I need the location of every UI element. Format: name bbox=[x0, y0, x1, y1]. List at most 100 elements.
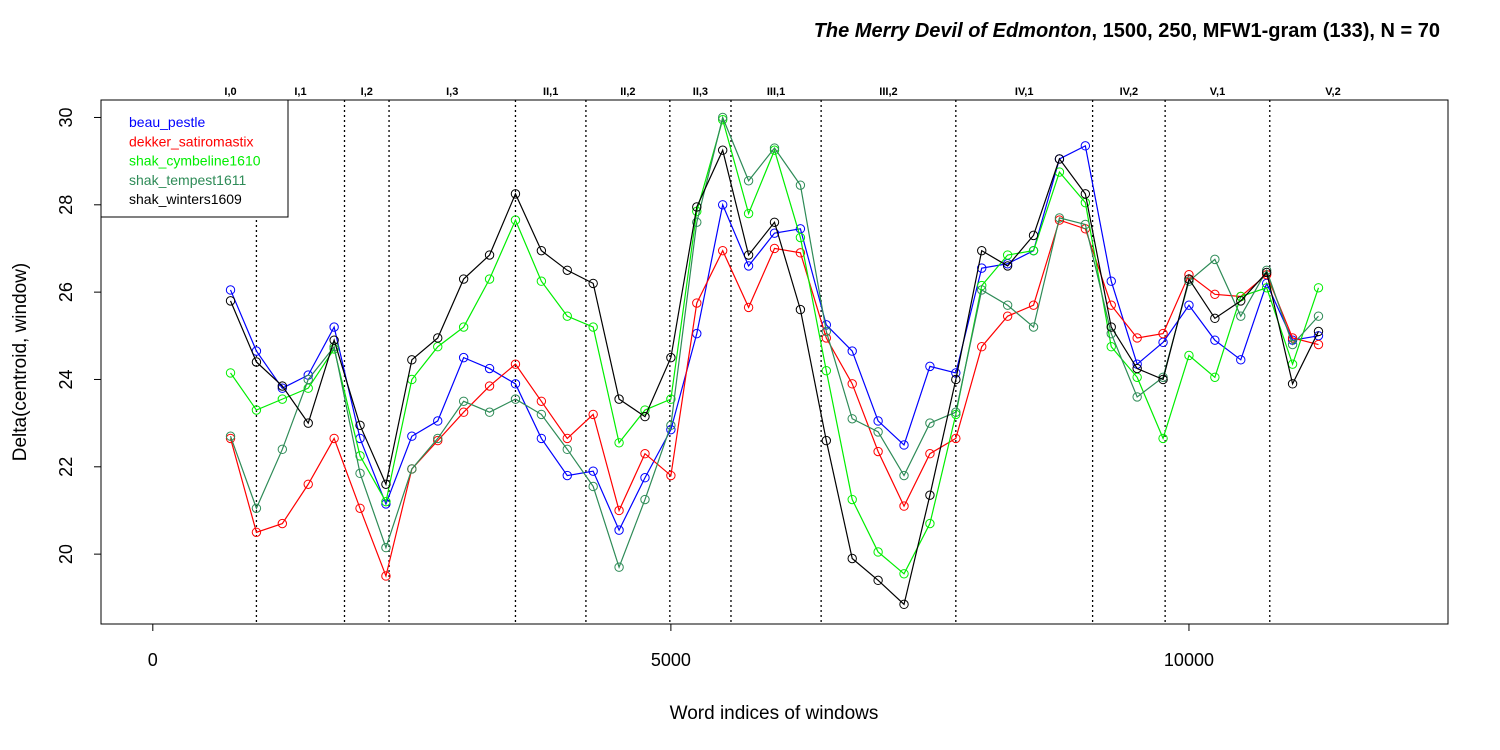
data-point bbox=[640, 449, 650, 459]
data-point bbox=[743, 250, 754, 260]
data-point bbox=[536, 276, 547, 286]
axes: 0 5000 10000 20 22 24 26 28 30 bbox=[56, 107, 1214, 670]
data-point bbox=[1236, 311, 1246, 321]
data-point bbox=[1184, 274, 1194, 284]
data-point bbox=[743, 176, 754, 186]
data-point bbox=[536, 433, 547, 444]
data-point bbox=[1287, 333, 1298, 343]
data-point bbox=[977, 245, 987, 256]
data-point bbox=[251, 405, 262, 415]
data-point bbox=[1028, 230, 1039, 241]
data-point bbox=[1313, 311, 1324, 321]
data-point bbox=[1158, 374, 1168, 385]
data-point bbox=[510, 394, 521, 404]
data-point bbox=[1210, 254, 1220, 265]
data-point bbox=[1210, 289, 1220, 300]
data-point bbox=[329, 335, 339, 345]
data-point bbox=[743, 261, 754, 271]
data-point bbox=[251, 357, 262, 367]
act-label: I,2 bbox=[361, 86, 373, 98]
data-point bbox=[614, 505, 624, 516]
chart-title-rest: , 1500, 250, MFW1-gram (133), N = 70 bbox=[1092, 20, 1441, 42]
data-point bbox=[666, 470, 676, 481]
data-point bbox=[433, 333, 443, 343]
data-point bbox=[1236, 296, 1246, 306]
data-point bbox=[355, 420, 365, 431]
data-point bbox=[873, 427, 883, 437]
data-point bbox=[743, 208, 754, 219]
series-beau_pestle bbox=[225, 141, 1324, 535]
data-point bbox=[873, 446, 883, 457]
data-point bbox=[355, 503, 365, 513]
data-point bbox=[458, 322, 469, 332]
data-point bbox=[666, 352, 676, 363]
legend-box bbox=[100, 99, 289, 218]
data-point bbox=[692, 298, 702, 308]
series-line bbox=[230, 117, 1320, 575]
data-point bbox=[795, 304, 806, 315]
data-point bbox=[562, 470, 572, 481]
data-point bbox=[847, 346, 857, 356]
act-label: V,1 bbox=[1210, 86, 1226, 98]
y-tick-label: 28 bbox=[56, 195, 76, 215]
data-point bbox=[536, 409, 547, 420]
data-point bbox=[925, 418, 935, 428]
data-point bbox=[614, 394, 624, 404]
data-point bbox=[847, 553, 857, 564]
data-point bbox=[717, 112, 728, 123]
act-label: I,0 bbox=[224, 86, 236, 98]
data-point bbox=[640, 494, 650, 505]
series-shak_tempest1611 bbox=[225, 112, 1324, 572]
data-point bbox=[1313, 339, 1324, 350]
act-label: II,1 bbox=[543, 86, 558, 98]
data-point bbox=[614, 525, 624, 535]
act-label: II,3 bbox=[693, 86, 708, 98]
data-point bbox=[1080, 141, 1091, 151]
data-point bbox=[743, 302, 754, 313]
data-point bbox=[1028, 245, 1039, 256]
data-point bbox=[1261, 267, 1272, 278]
data-point bbox=[381, 479, 391, 489]
x-tick-label: 0 bbox=[148, 650, 158, 670]
data-point bbox=[899, 501, 909, 511]
data-point bbox=[873, 547, 883, 557]
data-point bbox=[225, 296, 236, 306]
data-point bbox=[303, 479, 313, 489]
data-point bbox=[692, 202, 702, 212]
legend-entry: dekker_satiromastix bbox=[129, 133, 254, 149]
data-point bbox=[821, 366, 832, 376]
data-point bbox=[614, 562, 624, 572]
data-point bbox=[1287, 379, 1298, 389]
data-point bbox=[1184, 350, 1194, 361]
data-point bbox=[821, 326, 832, 337]
data-point bbox=[484, 363, 495, 374]
data-point bbox=[925, 361, 935, 372]
data-point bbox=[381, 497, 391, 507]
data-point bbox=[899, 569, 909, 579]
data-point bbox=[899, 440, 909, 450]
data-point bbox=[1132, 363, 1142, 374]
data-point bbox=[717, 114, 728, 125]
legend-entry: shak_winters1609 bbox=[129, 191, 242, 207]
data-point bbox=[769, 143, 780, 153]
data-point bbox=[795, 232, 806, 243]
data-point bbox=[1261, 283, 1272, 293]
data-point bbox=[1028, 300, 1039, 310]
data-point bbox=[588, 409, 598, 420]
data-point bbox=[821, 333, 832, 343]
chart-title-italic: The Merry Devil of Edmonton bbox=[814, 20, 1092, 42]
data-point bbox=[1054, 154, 1065, 164]
data-point bbox=[1106, 276, 1116, 286]
data-point bbox=[769, 243, 780, 254]
act-label: V,2 bbox=[1325, 86, 1341, 98]
data-point bbox=[303, 418, 313, 428]
data-point bbox=[795, 180, 806, 190]
legend-entry: beau_pestle bbox=[129, 114, 206, 130]
data-point bbox=[1106, 322, 1116, 332]
data-point bbox=[951, 407, 961, 417]
legend-entry: shak_tempest1611 bbox=[129, 172, 246, 188]
data-point bbox=[925, 490, 935, 500]
act-label: II,2 bbox=[620, 86, 635, 98]
data-point bbox=[640, 473, 650, 483]
